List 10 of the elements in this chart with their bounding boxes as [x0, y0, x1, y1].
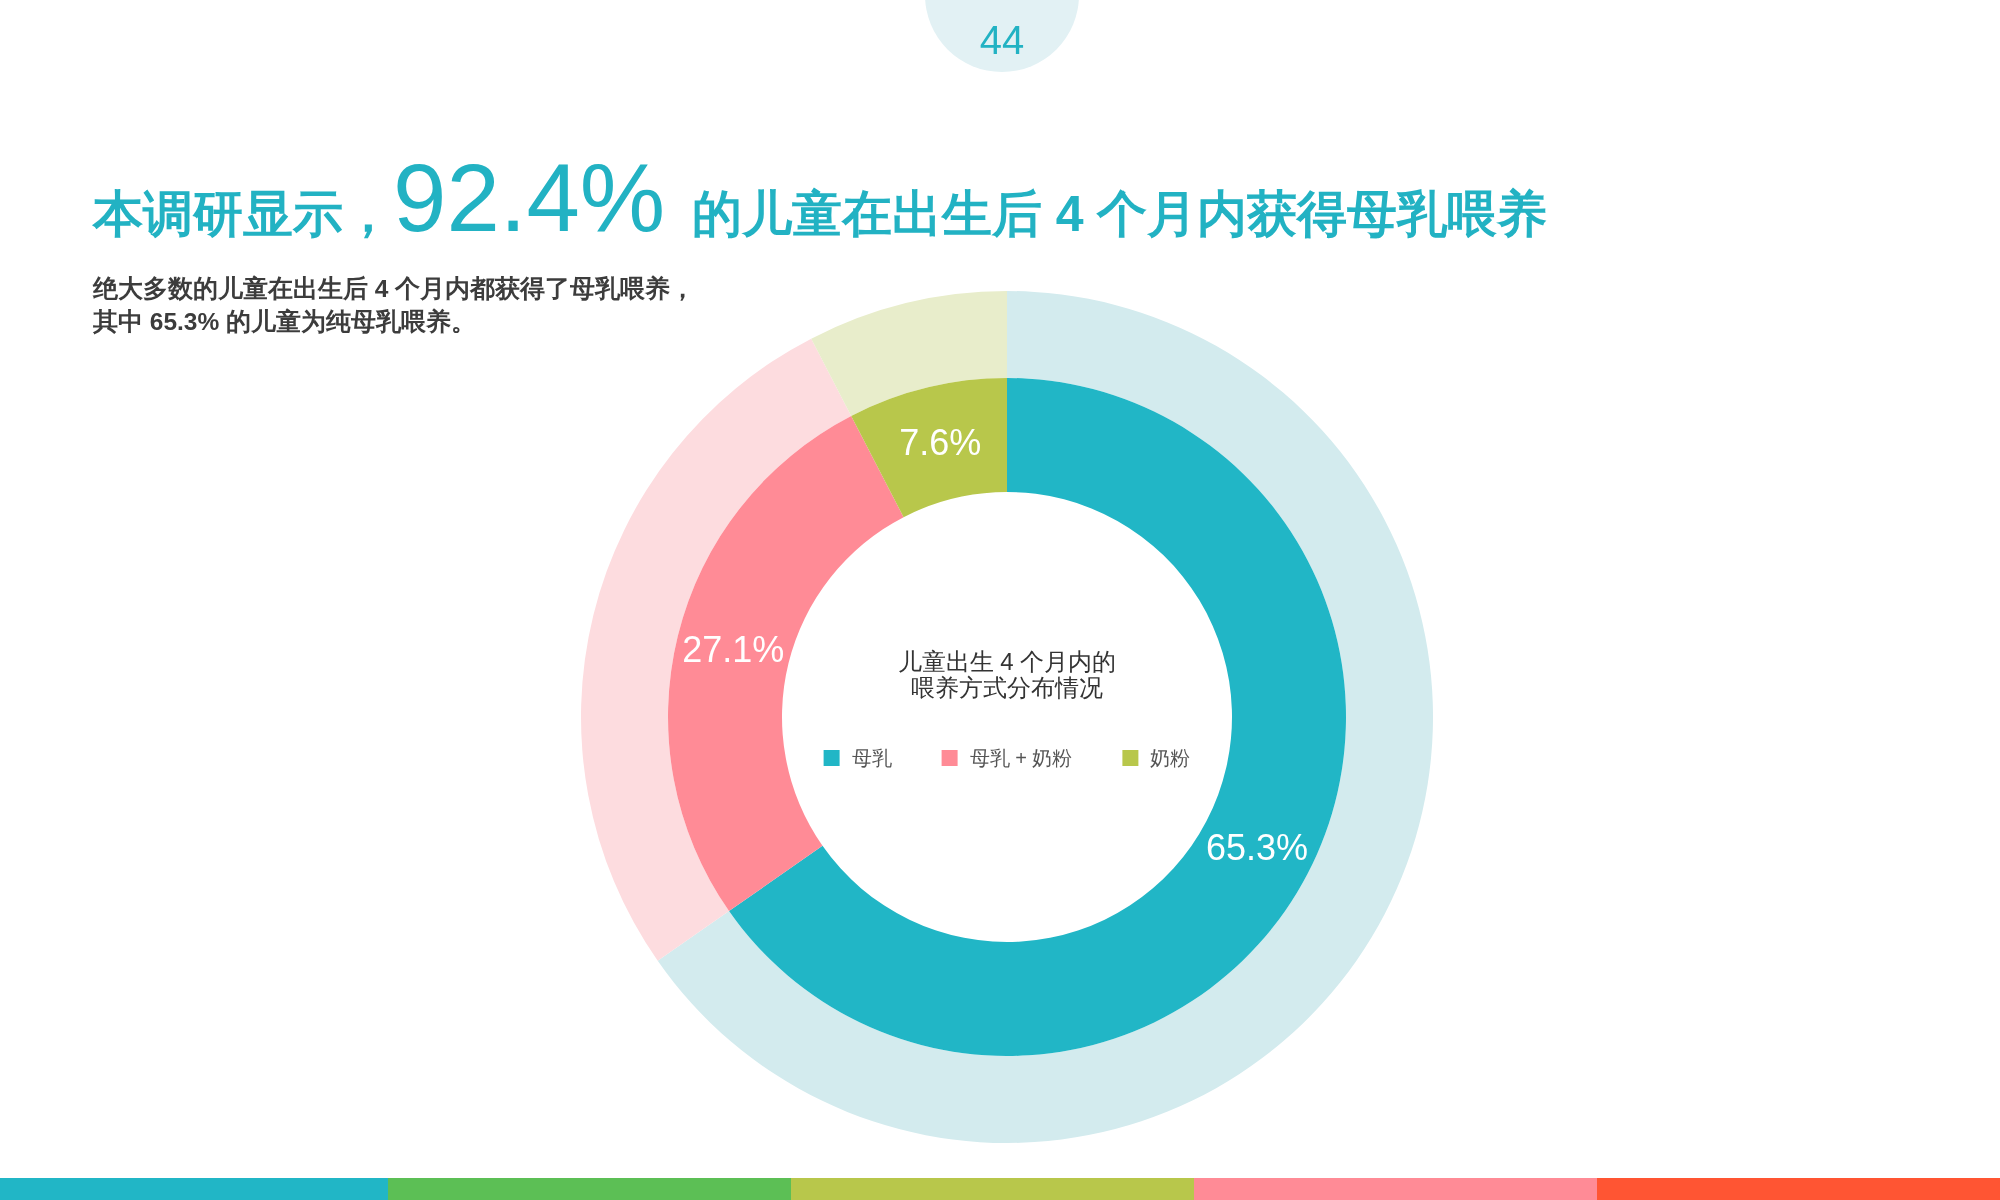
legend-label: 母乳 + 奶粉 [969, 747, 1073, 769]
legend-label: 母乳 [851, 747, 892, 769]
data-label: 27.1% [682, 628, 785, 670]
legend-title: 儿童出生 4 个月内的喂养方式分布情况 [897, 648, 1117, 701]
data-label: 7.6% [899, 422, 982, 464]
chart-subtitle: 绝大多数的儿童在出生后 4 个月内都获得了母乳喂养，其中 65.3% 的儿童为纯母乳喂养。 [92, 275, 696, 335]
text: 44 [979, 18, 1025, 62]
chart-title: 本调研显示，92.4% 的儿童在出生后 4 个月内获得母乳喂养 [91, 144, 1548, 251]
legend-label: 奶粉 [1150, 747, 1191, 769]
data-label: 65.3% [1206, 826, 1309, 868]
